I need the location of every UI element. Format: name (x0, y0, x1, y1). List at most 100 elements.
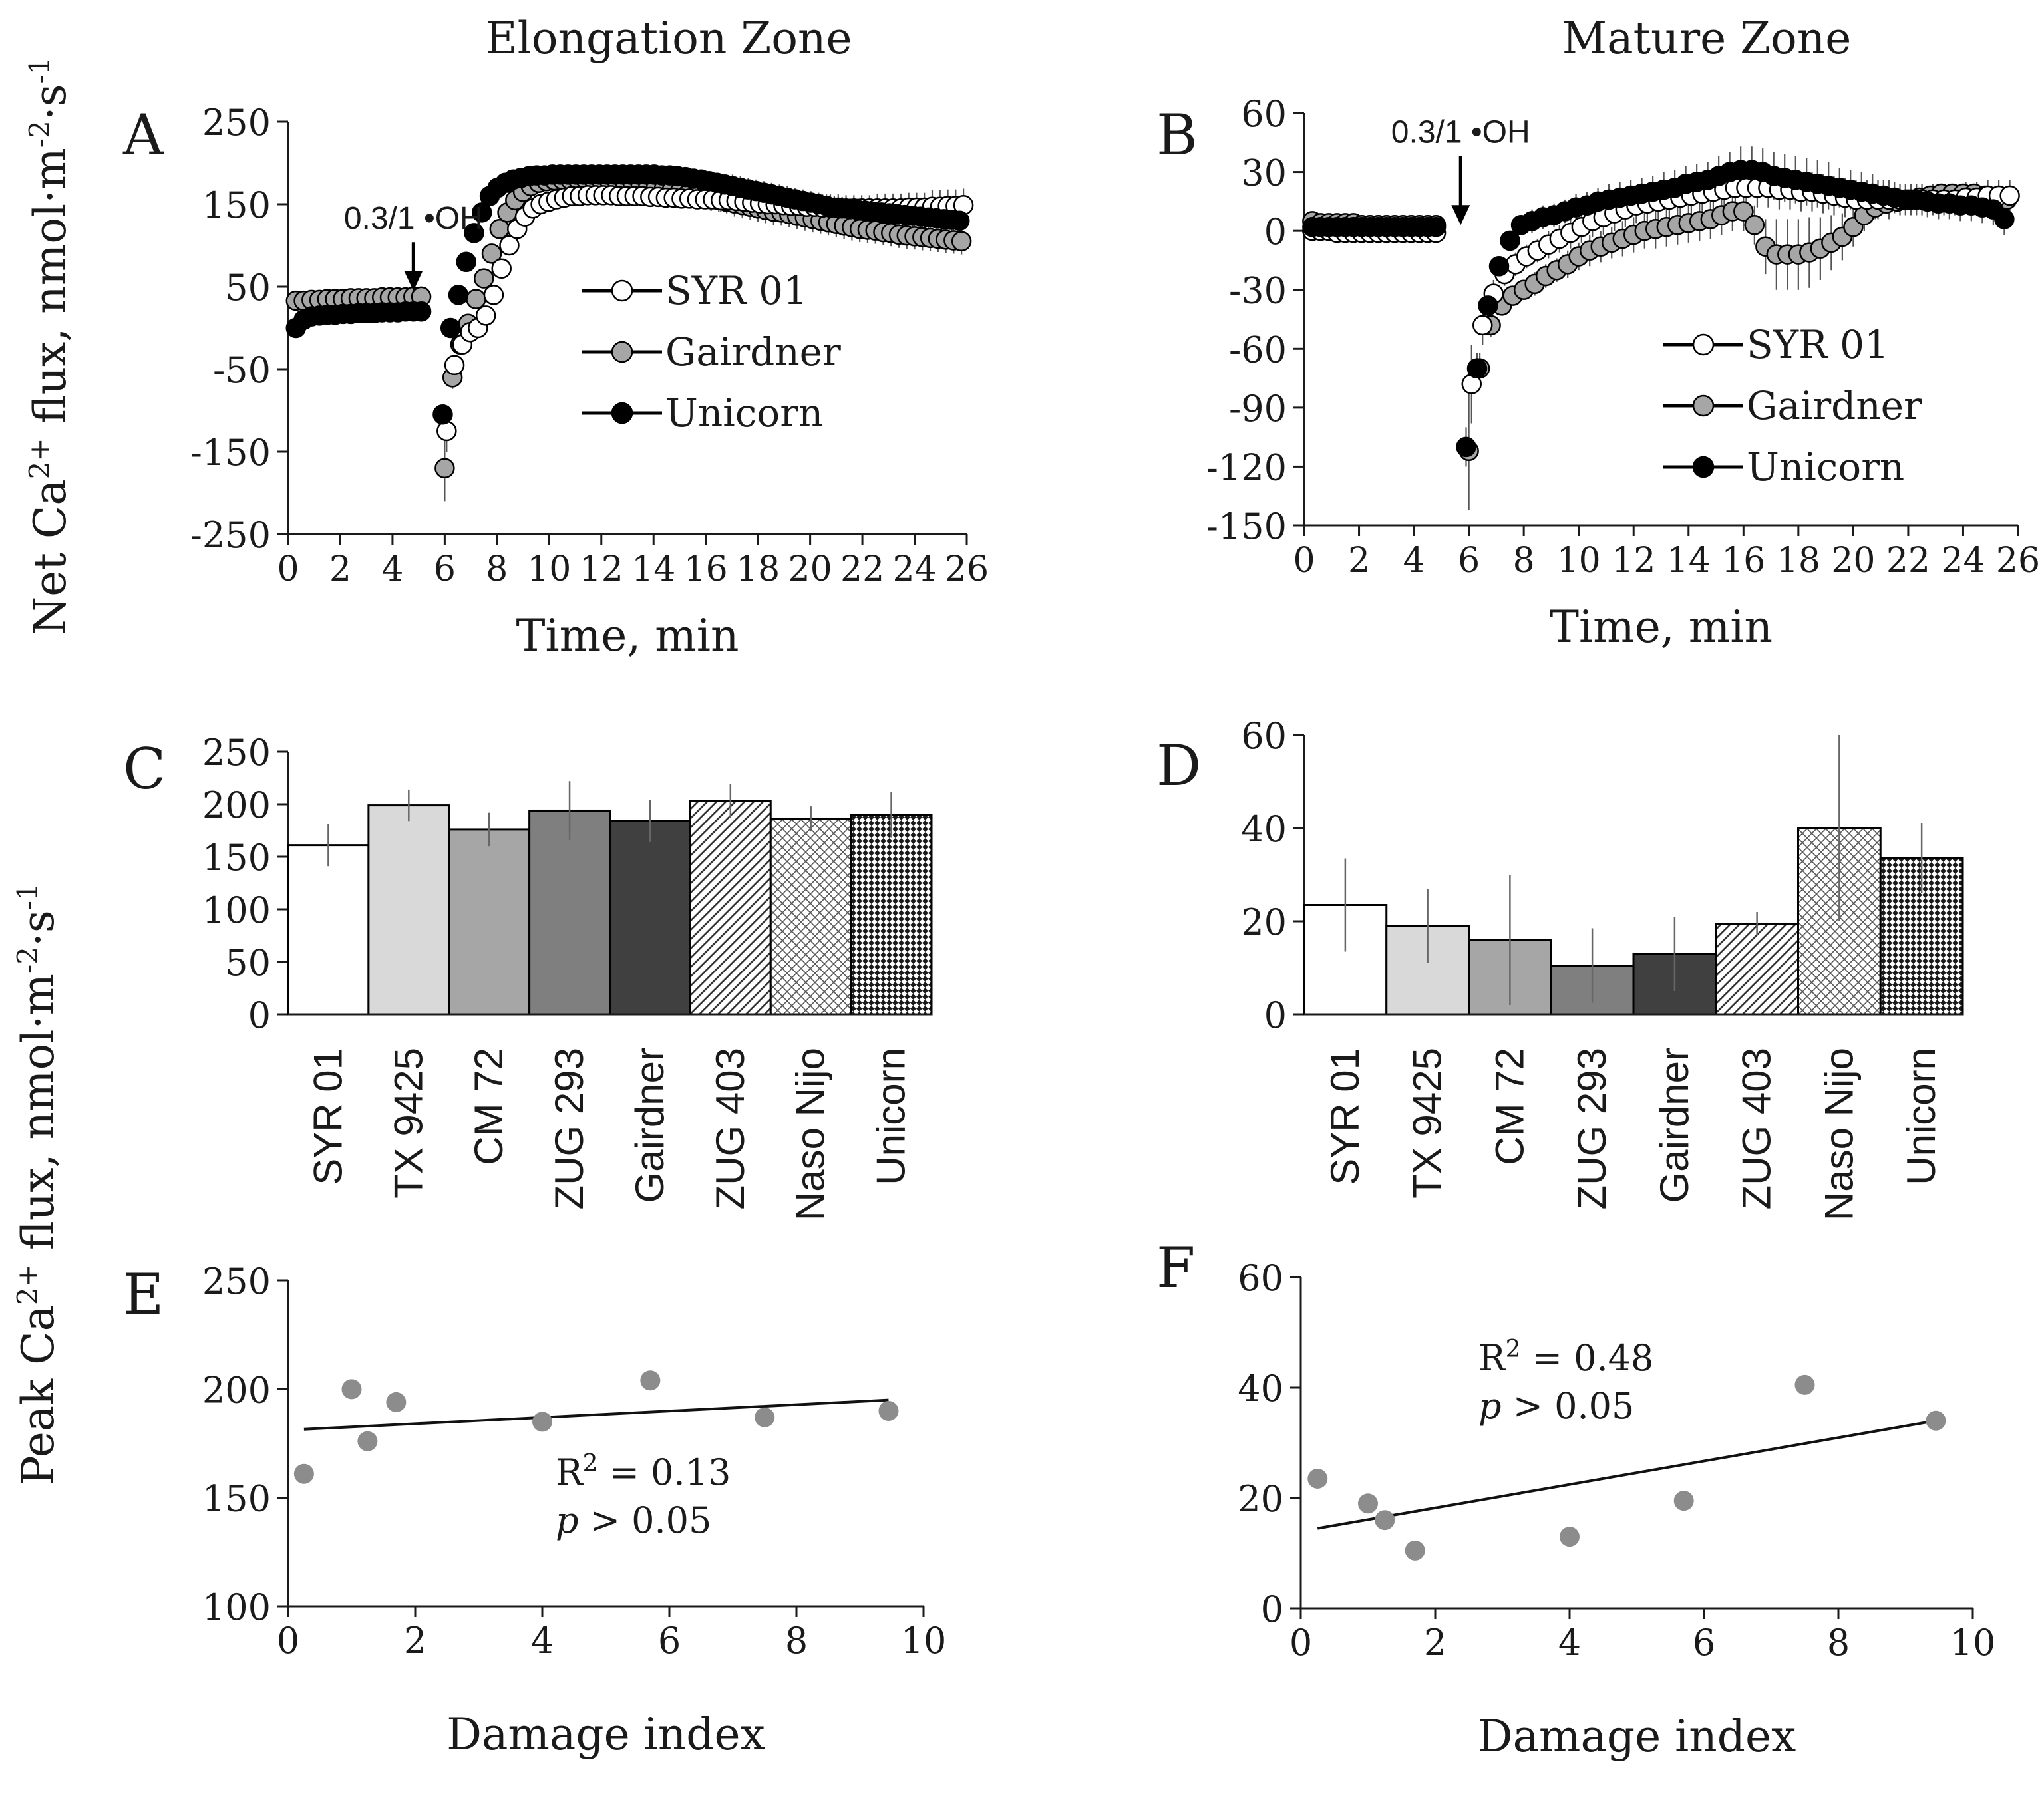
category-label: Gairdner (1652, 1048, 1697, 1203)
category-label: TX 9425 (386, 1048, 430, 1199)
bar-gairdner (609, 820, 691, 1016)
regression-line (1317, 1419, 1936, 1530)
x-tick-label: 12 (1612, 541, 1655, 581)
y-tick-label: 60 (1241, 93, 1287, 135)
y-tick-label: 20 (1241, 901, 1287, 943)
scatter-point (1307, 1468, 1328, 1489)
legend-marker (611, 402, 633, 424)
bar-zug-403 (689, 800, 772, 1016)
data-point-unicorn (440, 317, 461, 339)
y-tick-label: -50 (213, 349, 271, 391)
category-label: Naso Nijo (1816, 1048, 1861, 1221)
legend-label: SYR 01 (1747, 322, 1889, 367)
y-tick-label: 250 (202, 102, 271, 144)
legend-marker (611, 279, 633, 302)
y-tick-label: 250 (202, 732, 271, 774)
category-label: Gairdner (627, 1048, 672, 1203)
y-tick-label: -120 (1206, 446, 1287, 488)
data-point-gairdner (466, 289, 486, 309)
y-tick-label: -60 (1229, 329, 1287, 371)
data-point-syr-01 (491, 258, 512, 279)
scatter-point (341, 1379, 362, 1400)
x-tick-label: 8 (486, 549, 508, 589)
y-tick-label: 0 (1264, 211, 1287, 253)
data-point-unicorn (1994, 209, 2015, 229)
data-point-gairdner (481, 243, 502, 264)
y-tick-label: 0 (248, 994, 271, 1036)
scatter-point (1926, 1410, 1946, 1431)
x-tick-label: 6 (434, 549, 456, 589)
x-axis-title: Damage index (1478, 1711, 1796, 1762)
y-tick-label: 20 (1238, 1478, 1283, 1520)
x-axis-title: Time, min (516, 610, 739, 661)
y-tick-label: 60 (1238, 1257, 1283, 1299)
bar-zug-403 (1715, 923, 1799, 1016)
x-tick-label: 0 (1293, 541, 1315, 581)
y-tick-label: 60 (1241, 715, 1287, 757)
data-point-syr-01 (436, 420, 457, 442)
y-tick-label: 100 (202, 889, 271, 931)
y-tick-label: -90 (1229, 388, 1287, 430)
x-tick-label: 4 (531, 1620, 554, 1662)
data-point-syr-01 (444, 355, 465, 376)
y-tick-label: 40 (1241, 808, 1287, 850)
scatter-point (1405, 1540, 1425, 1561)
x-tick-label: 14 (631, 549, 675, 589)
x-tick-label: 20 (1831, 541, 1875, 581)
y-tick-label: 250 (202, 1261, 271, 1302)
legend-marker (1692, 456, 1715, 478)
x-tick-label: 24 (892, 549, 936, 589)
bar-cm-72 (448, 828, 531, 1016)
x-tick-label: 18 (1777, 541, 1820, 581)
data-point-unicorn (1500, 230, 1520, 251)
data-point-gairdner (473, 268, 494, 289)
panel-letter-c: C (123, 736, 166, 802)
x-axis-title: Damage index (446, 1709, 765, 1760)
scatter-point (293, 1463, 314, 1484)
x-tick-label: 14 (1667, 541, 1711, 581)
x-tick-label: 0 (1289, 1622, 1312, 1664)
panel-letter-f: F (1156, 1235, 1195, 1300)
x-tick-label: 4 (1403, 541, 1425, 581)
data-point-unicorn (1425, 216, 1447, 237)
p-value-label: p > 0.05 (1478, 1385, 1634, 1427)
x-tick-label: 24 (1941, 541, 1985, 581)
treatment-arrow-head (1451, 205, 1470, 225)
y-tick-label: 150 (202, 1478, 271, 1520)
data-point-syr-01 (499, 235, 520, 256)
y-tick-label: -150 (190, 432, 271, 474)
data-point-syr-01 (483, 285, 504, 305)
x-tick-label: 2 (1424, 1622, 1447, 1664)
x-tick-label: 22 (1886, 541, 1930, 581)
category-label: Unicorn (869, 1048, 914, 1185)
bar-syr-01 (287, 844, 370, 1016)
x-tick-label: 26 (945, 549, 989, 589)
y-tick-label: 50 (225, 267, 271, 309)
x-tick-label: 18 (736, 549, 780, 589)
x-tick-label: 4 (1558, 1622, 1581, 1664)
data-point-unicorn (1456, 436, 1476, 458)
category-label: ZUG 293 (1570, 1048, 1614, 1209)
category-label: SYR 01 (1323, 1048, 1367, 1185)
p-value-label: p > 0.05 (556, 1499, 711, 1541)
x-tick-label: 6 (658, 1620, 681, 1662)
y-tick-label: 50 (225, 942, 271, 984)
x-tick-label: 2 (404, 1620, 426, 1662)
legend-label: Gairdner (665, 329, 841, 374)
x-tick-label: 12 (580, 549, 623, 589)
col-title-elongation: Elongation Zone (485, 13, 852, 64)
scatter-point (878, 1401, 899, 1421)
data-point-unicorn (949, 210, 970, 231)
x-tick-label: 0 (277, 1620, 299, 1662)
x-tick-label: 10 (527, 549, 571, 589)
category-label: ZUG 403 (708, 1048, 753, 1209)
scatter-point (357, 1431, 378, 1451)
y-tick-label: 150 (202, 184, 271, 226)
category-label: ZUG 403 (1735, 1048, 1779, 1209)
x-tick-label: 20 (788, 549, 832, 589)
scatter-point (640, 1370, 661, 1391)
y-tick-label: 0 (1264, 994, 1287, 1036)
panel-e-elongation-damage-scatter: E 100 150 200 250 0 2 4 6 8 10 Damage index R2 = 0.1… (123, 1261, 946, 1760)
